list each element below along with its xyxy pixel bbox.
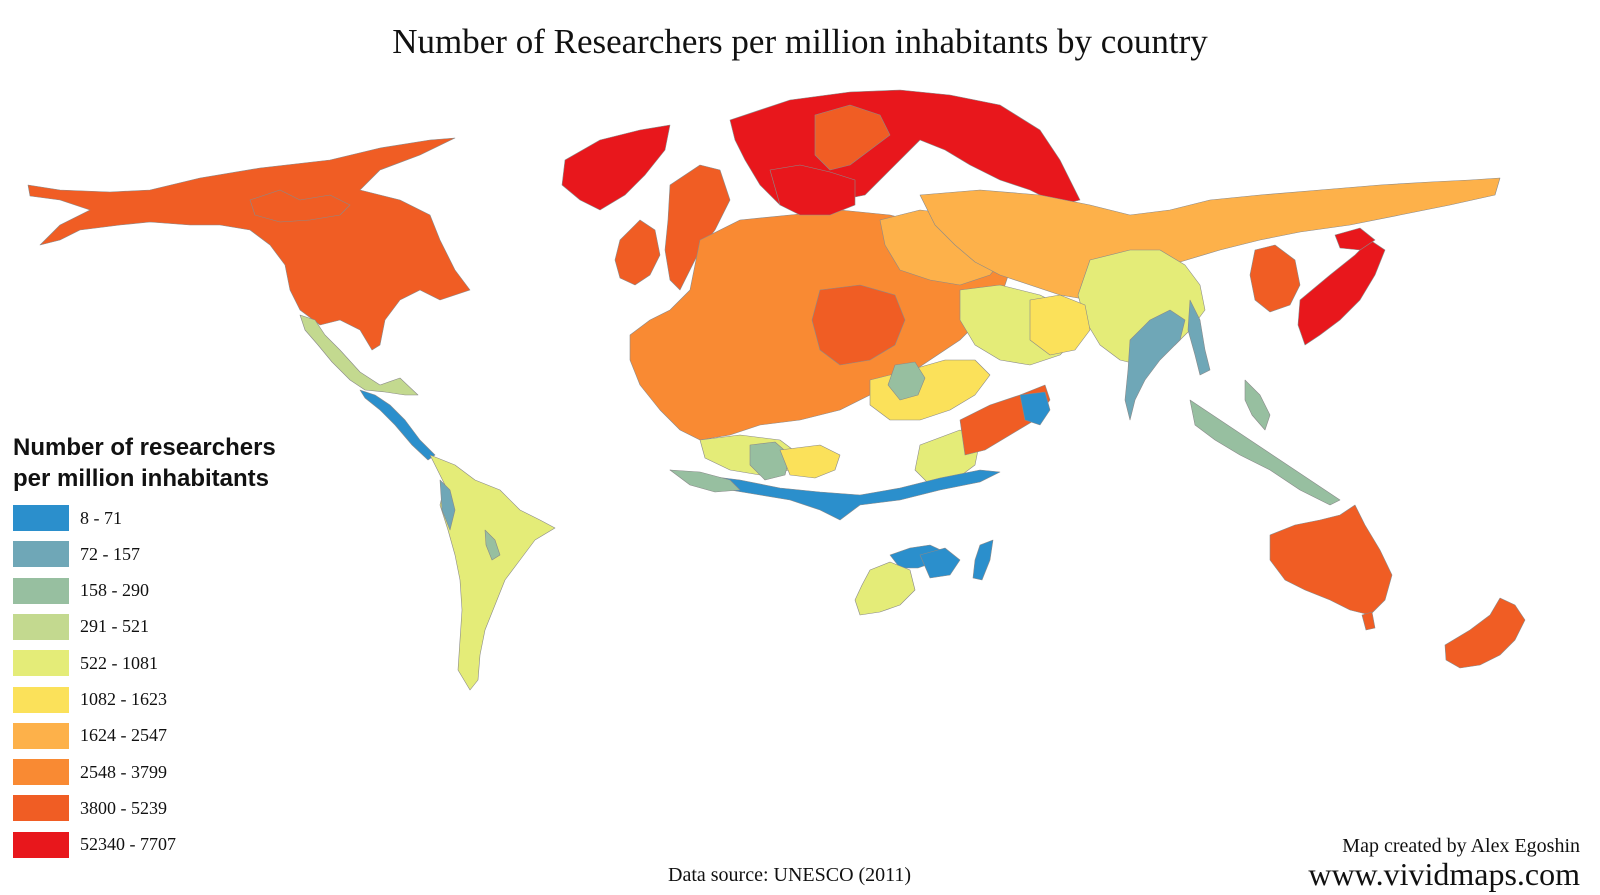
legend-item: 158 - 290 [13, 577, 149, 605]
region-levant [749, 441, 791, 481]
legend-swatch [13, 686, 69, 713]
legend-swatch [13, 613, 69, 640]
region-central-america [359, 389, 436, 461]
legend-swatch [13, 577, 69, 604]
legend-label: 72 - 157 [80, 543, 140, 564]
legend-swatch [13, 505, 69, 531]
region-germany [811, 284, 906, 366]
legend-item: 52340 - 7707 [13, 831, 176, 859]
region-australia [1269, 504, 1393, 616]
map-title: Number of Researchers per million inhabi… [392, 22, 1208, 61]
legend-label: 2548 - 3799 [80, 761, 167, 782]
region-bangladesh [1019, 391, 1051, 426]
region-south-america [429, 454, 556, 691]
legend-swatch [13, 795, 69, 822]
legend-title: Number of researchers per million inhabi… [13, 432, 333, 494]
legend: Number of researchers per million inhabi… [13, 432, 333, 864]
legend-swatch [13, 650, 69, 677]
region-north-africa [669, 469, 1001, 521]
legend-title-line2: per million inhabitants [13, 465, 270, 492]
legend-item: 1082 - 1623 [13, 686, 167, 714]
legend-label: 522 - 1081 [80, 652, 158, 673]
region-greenland-arctic [249, 189, 351, 223]
region-finland-mid [814, 104, 891, 171]
region-andes-south [484, 529, 501, 561]
legend-label: 1082 - 1623 [80, 689, 167, 709]
legend-items: 8 - 71 72 - 157 158 - 290 291 - 521 522 - 10… [13, 504, 333, 864]
region-mexico [299, 314, 419, 396]
region-russia [919, 177, 1501, 301]
region-japan [1297, 239, 1386, 346]
legend-item: 72 - 157 [13, 540, 140, 568]
region-tasmania [1361, 611, 1376, 631]
region-china-west [1029, 294, 1091, 356]
legend-item: 1624 - 2547 [13, 722, 167, 750]
legend-item: 3800 - 5239 [13, 794, 167, 822]
legend-title-line1: Number of researchers [13, 434, 276, 461]
map-credit: Map created by Alex Egoshin [1342, 835, 1580, 857]
region-vietnam [1187, 299, 1211, 376]
legend-label: 1624 - 2547 [80, 725, 167, 746]
legend-swatch [13, 541, 69, 568]
legend-swatch [13, 759, 69, 786]
region-southeast-asia [1124, 309, 1186, 421]
region-norway [561, 124, 671, 211]
region-andes [439, 479, 456, 531]
legend-label: 158 - 290 [80, 580, 149, 601]
region-madagascar [972, 539, 994, 581]
region-north-africa-west [669, 469, 741, 493]
legend-swatch [13, 722, 69, 749]
legend-label: 52340 - 7707 [80, 834, 176, 855]
legend-label: 8 - 71 [80, 507, 122, 528]
region-arabia [779, 444, 841, 479]
legend-swatch [13, 831, 69, 858]
region-north-america [27, 137, 471, 351]
region-japan-north [1334, 227, 1376, 251]
legend-item: 522 - 1081 [13, 649, 158, 677]
legend-item: 2548 - 3799 [13, 758, 167, 786]
data-source: Data source: UNESCO (2011) [668, 864, 912, 886]
region-turkey-caucasus [887, 361, 926, 401]
legend-label: 291 - 521 [80, 616, 149, 637]
region-new-zealand [1444, 597, 1526, 669]
region-uk-ireland [614, 219, 661, 286]
region-korea [1249, 244, 1301, 313]
region-western-europe [664, 164, 731, 291]
region-denmark [769, 164, 856, 216]
region-south-africa [854, 561, 916, 616]
legend-label: 3800 - 5239 [80, 797, 167, 818]
legend-item: 291 - 521 [13, 613, 149, 641]
legend-item: 8 - 71 [13, 504, 122, 532]
website-link[interactable]: www.vividmaps.com [1308, 856, 1580, 892]
region-southern-africa-north [919, 547, 961, 579]
region-indonesia [1189, 399, 1341, 506]
region-philippines [1244, 379, 1271, 431]
